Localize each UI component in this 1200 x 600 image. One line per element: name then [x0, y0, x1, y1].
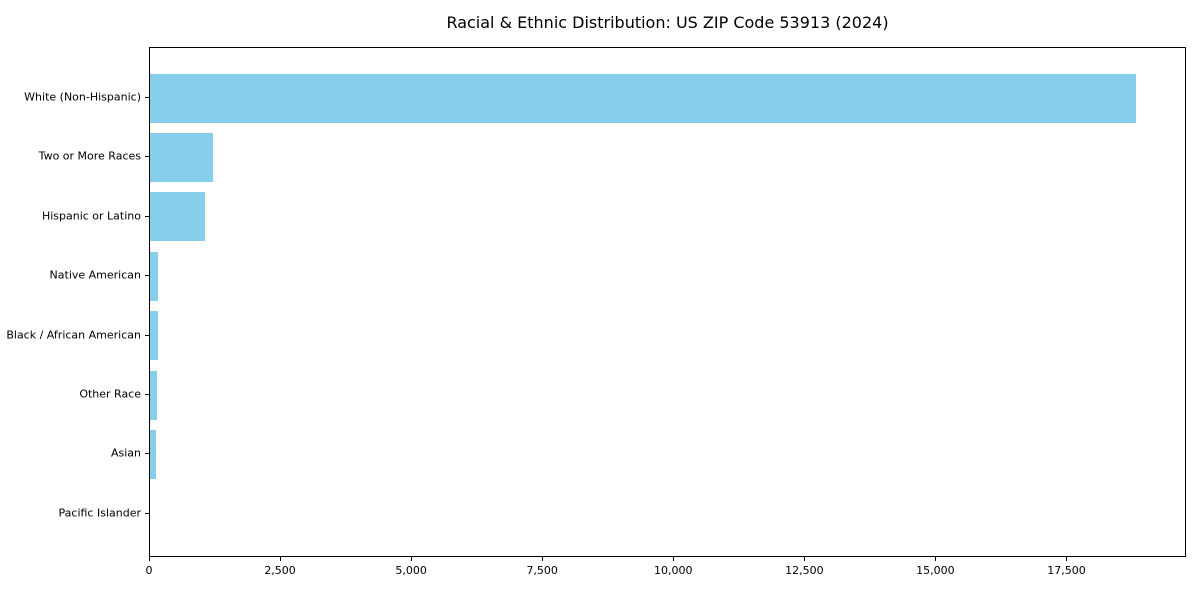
bar-other-race [150, 370, 158, 420]
y-tick-two-or-more-races [145, 156, 149, 158]
y-tick-native-american [145, 275, 149, 277]
y-tick-label-pacific-islander: Pacific Islander [58, 506, 141, 520]
y-tick-label-other-race: Other Race [79, 387, 141, 401]
plot-area [149, 47, 1186, 557]
y-tick-pacific-islander [145, 512, 149, 514]
y-tick-white-non-hispanic [145, 97, 149, 98]
y-tick-label-two-or-more-races: Two or More Races [38, 149, 141, 163]
y-tick-label-hispanic-or-latino: Hispanic or Latino [41, 209, 141, 223]
y-tick-other-race [145, 394, 149, 395]
bar-two-or-more-races [150, 132, 213, 182]
x-tick-label-5000: 5,000 [395, 564, 427, 577]
x-tick-label-2500: 2,500 [264, 564, 296, 577]
y-tick-hispanic-or-latino [145, 215, 149, 217]
bar-asian [150, 429, 157, 479]
x-tick-15000 [935, 557, 937, 561]
y-tick-asian [145, 453, 149, 455]
y-tick-label-asian: Asian [110, 446, 141, 460]
x-tick-0 [149, 557, 150, 561]
x-tick-10000 [673, 557, 675, 561]
x-tick-12500 [804, 557, 806, 561]
bar-white-non-hispanic [150, 73, 1136, 123]
x-tick-5000 [411, 557, 413, 561]
x-tick-2500 [280, 557, 282, 561]
x-tick-label-7500: 7,500 [526, 564, 558, 577]
bar-black-african-american [150, 311, 158, 361]
y-tick-label-white-non-hispanic: White (Non-Hispanic) [24, 90, 141, 104]
y-tick-label-black-african-american: Black / African American [6, 328, 141, 342]
x-tick-label-10000: 10,000 [654, 564, 693, 577]
x-tick-17500 [1066, 557, 1068, 561]
y-tick-black-african-american [145, 334, 149, 336]
y-tick-label-native-american: Native American [49, 268, 141, 282]
x-tick-label-17500: 17,500 [1047, 564, 1086, 577]
bar-hispanic-or-latino [150, 192, 206, 242]
x-tick-label-12500: 12,500 [785, 564, 824, 577]
x-tick-7500 [542, 557, 544, 561]
chart-title: Racial & Ethnic Distribution: US ZIP Cod… [446, 13, 889, 32]
x-tick-label-15000: 15,000 [916, 564, 955, 577]
bar-native-american [150, 251, 159, 301]
x-tick-label-0: 0 [145, 564, 153, 577]
